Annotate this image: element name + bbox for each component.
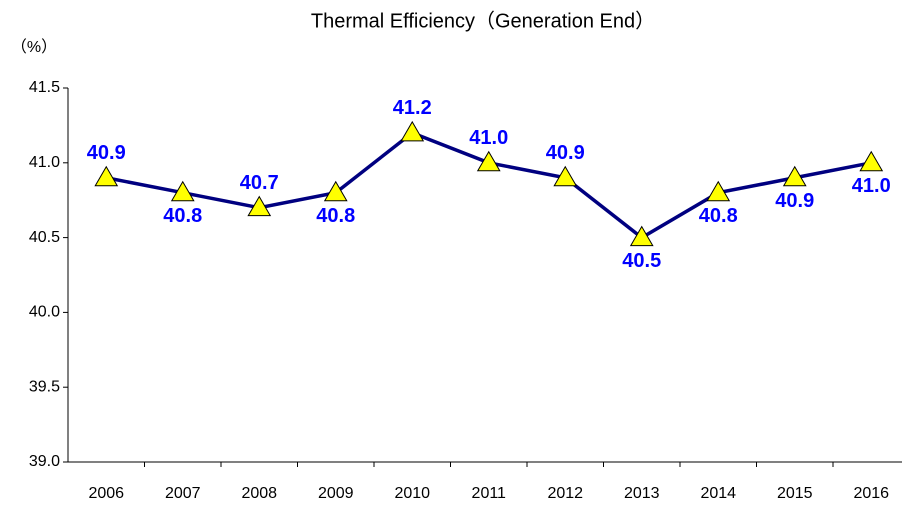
data-label: 40.7 bbox=[240, 172, 279, 194]
x-tick-label: 2009 bbox=[318, 485, 354, 502]
x-tick-label: 2008 bbox=[241, 485, 277, 502]
data-label: 41.2 bbox=[393, 97, 432, 119]
data-label: 40.9 bbox=[546, 142, 585, 164]
marker bbox=[323, 180, 348, 202]
marker bbox=[629, 225, 654, 247]
x-tick-label: 2012 bbox=[547, 485, 583, 502]
x-tick-label: 2006 bbox=[88, 485, 124, 502]
x-tick-label: 2014 bbox=[700, 485, 736, 502]
marker bbox=[706, 180, 731, 202]
y-tick-label: 40.5 bbox=[29, 229, 60, 246]
marker bbox=[782, 165, 807, 187]
x-tick-label: 2013 bbox=[624, 485, 660, 502]
data-label: 40.9 bbox=[775, 190, 814, 212]
y-tick-label: 39.0 bbox=[29, 453, 60, 470]
data-label: 41.0 bbox=[852, 175, 891, 197]
data-label: 41.0 bbox=[469, 127, 508, 149]
chart-title: Thermal Efficiency（Generation End） bbox=[311, 9, 655, 32]
data-label: 40.8 bbox=[699, 205, 738, 227]
y-tick-label: 40.0 bbox=[29, 304, 60, 321]
x-tick-label: 2010 bbox=[394, 485, 430, 502]
x-tick-label: 2015 bbox=[777, 485, 813, 502]
y-unit: （%） bbox=[11, 38, 57, 56]
marker bbox=[553, 165, 578, 187]
marker bbox=[247, 195, 272, 217]
marker bbox=[859, 150, 884, 172]
x-tick-label: 2011 bbox=[472, 485, 507, 502]
marker bbox=[400, 120, 425, 142]
marker bbox=[170, 180, 195, 202]
y-tick-label: 41.0 bbox=[29, 154, 60, 171]
data-label: 40.8 bbox=[163, 205, 202, 227]
marker bbox=[94, 165, 119, 187]
x-tick-label: 2007 bbox=[165, 485, 201, 502]
x-tick-label: 2016 bbox=[853, 485, 889, 502]
data-label: 40.9 bbox=[87, 142, 126, 164]
data-label: 40.5 bbox=[622, 250, 661, 272]
marker bbox=[476, 150, 501, 172]
data-label: 40.8 bbox=[316, 205, 355, 227]
y-tick-label: 41.5 bbox=[29, 79, 60, 96]
y-tick-label: 39.5 bbox=[29, 378, 60, 395]
